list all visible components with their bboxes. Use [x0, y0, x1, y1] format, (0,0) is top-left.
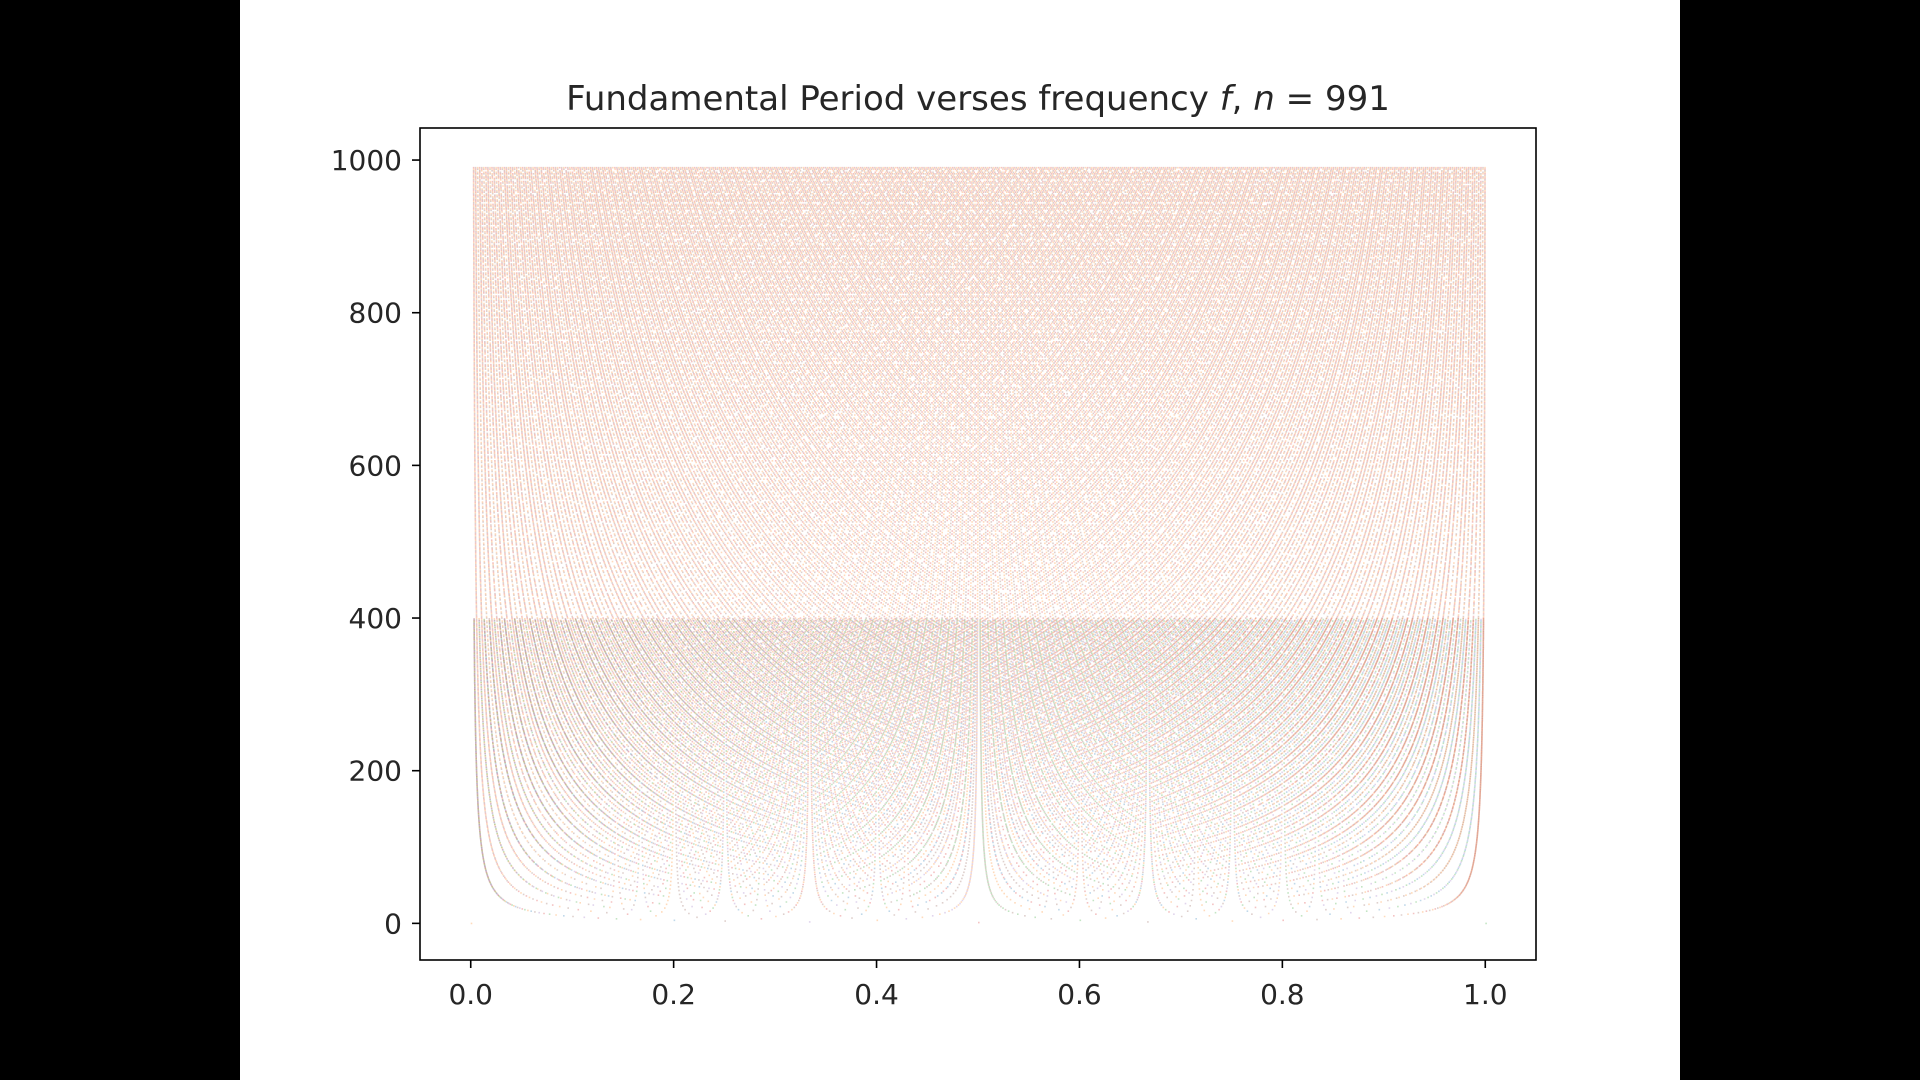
figure-canvas: 0.0 0.2 0.4 0.6 0.8 1.0 0 200 400 600 800 1000 Fun… [240, 0, 1680, 1080]
y-tick: 1000 [331, 144, 420, 177]
axes-frame [419, 127, 1537, 961]
y-tick: 200 [349, 755, 420, 788]
y-tick: 400 [349, 602, 420, 635]
y-tick-label: 200 [349, 755, 402, 788]
scatter-series-2 [470, 166, 1486, 925]
x-axis-ticks: 0.0 0.2 0.4 0.6 0.8 1.0 [448, 960, 1508, 1011]
chart: 0.0 0.2 0.4 0.6 0.8 1.0 0 200 400 600 800 1000 Fun… [331, 79, 1537, 1011]
chart-title: Fundamental Period verses frequency f, n… [566, 79, 1390, 119]
x-tick: 0.6 [1057, 960, 1102, 1011]
x-tick-label: 0.8 [1260, 978, 1305, 1011]
scatter-series-1 [473, 620, 1482, 922]
x-tick: 1.0 [1463, 960, 1508, 1011]
y-tick-label: 400 [349, 602, 402, 635]
scatter-series-6 [472, 166, 1486, 923]
x-tick: 0.2 [651, 960, 696, 1011]
scatter-points [470, 166, 1487, 925]
y-tick-label: 600 [349, 449, 402, 482]
y-tick-label: 0 [384, 907, 402, 940]
x-tick-label: 0.0 [448, 978, 493, 1011]
scatter-series-3 [473, 618, 1487, 925]
y-tick-label: 800 [349, 297, 402, 330]
scatter-series-5 [473, 618, 1482, 923]
y-axis-ticks: 0 200 400 600 800 1000 [331, 144, 420, 940]
x-tick: 0.8 [1260, 960, 1305, 1011]
y-tick: 800 [349, 297, 420, 330]
x-tick-label: 1.0 [1463, 978, 1508, 1011]
y-tick-label: 1000 [331, 144, 402, 177]
x-tick: 0.4 [854, 960, 899, 1011]
scatter-series-4 [472, 166, 1486, 924]
x-tick-label: 0.4 [854, 978, 899, 1011]
x-tick-label: 0.2 [651, 978, 696, 1011]
x-tick-label: 0.6 [1057, 978, 1102, 1011]
y-tick: 0 [384, 907, 420, 940]
y-tick: 600 [349, 449, 420, 482]
x-tick: 0.0 [448, 960, 493, 1011]
